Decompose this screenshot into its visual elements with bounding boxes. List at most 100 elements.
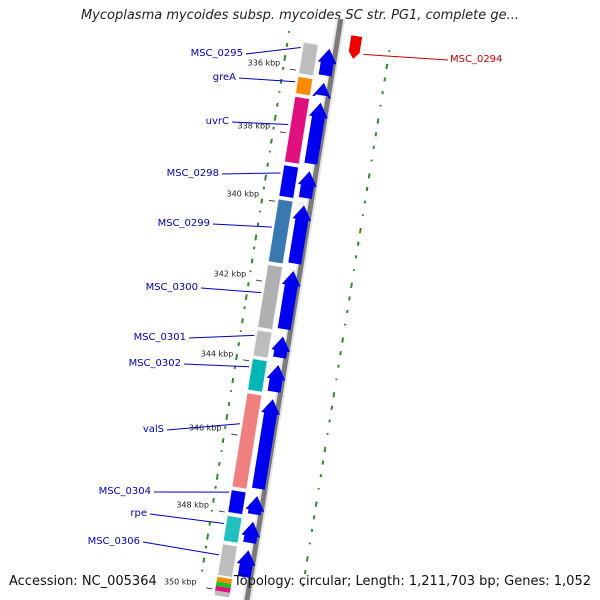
forward-gene-arrow[interactable] <box>266 365 286 393</box>
gc-content-dash <box>244 294 248 301</box>
gc-skew-dash <box>330 405 334 410</box>
tick-label: 338 kbp <box>238 121 271 130</box>
tick-label: 346 kbp <box>189 423 222 432</box>
gene-feature[interactable] <box>227 489 247 516</box>
gc-content-dash <box>247 282 250 287</box>
gene-feature[interactable] <box>215 585 231 593</box>
forward-gene-arrow[interactable] <box>288 205 312 265</box>
reverse-gene-arrow[interactable] <box>348 35 363 59</box>
gene-leader-line <box>142 541 219 556</box>
gc-content-dash <box>256 222 260 227</box>
gene-label[interactable]: greA <box>213 72 236 83</box>
gene-leader-line <box>221 172 281 175</box>
tick-mark <box>218 510 225 513</box>
gc-content-dash <box>264 174 268 181</box>
gc-skew-dash <box>365 186 369 192</box>
forward-gene-arrow[interactable] <box>312 82 331 99</box>
gc-skew-dash <box>321 460 325 465</box>
gc-skew-dash <box>376 118 380 124</box>
tick-label: 336 kbp <box>248 59 281 68</box>
tick-label: 340 kbp <box>227 190 260 199</box>
tick-mark <box>243 359 250 362</box>
tick-mark <box>268 199 275 202</box>
gene-feature[interactable] <box>222 514 243 544</box>
gene-label[interactable]: MSC_0294 <box>450 54 502 65</box>
gene-leader-line <box>149 513 224 524</box>
gc-skew-dash <box>350 282 353 289</box>
gene-feature[interactable] <box>283 95 311 165</box>
gene-feature[interactable] <box>252 329 273 359</box>
gene-label[interactable]: MSC_0300 <box>146 282 198 293</box>
gc-content-dash <box>208 521 211 526</box>
forward-gene-arrow[interactable] <box>317 48 337 77</box>
gene-feature[interactable] <box>294 75 314 97</box>
tick-mark <box>279 131 287 134</box>
gene-feature[interactable] <box>231 392 263 490</box>
gc-content-dash <box>283 54 287 61</box>
gene-feature[interactable] <box>278 164 300 200</box>
forward-gene-arrow[interactable] <box>277 271 301 331</box>
gene-leader-line <box>200 287 262 294</box>
tick-mark <box>231 433 238 436</box>
gene-leader-line <box>212 223 272 228</box>
tick-mark <box>206 587 213 590</box>
forward-gene-arrow[interactable] <box>252 399 280 490</box>
forward-gene-arrow[interactable] <box>236 550 256 579</box>
gene-label[interactable]: uvrC <box>206 116 229 127</box>
gc-skew-dash <box>383 77 387 82</box>
gc-skew-dash <box>303 569 307 575</box>
tick-label: 342 kbp <box>214 270 247 279</box>
gene-label[interactable]: MSC_0301 <box>134 332 186 343</box>
gene-feature[interactable] <box>246 357 268 393</box>
gc-skew-dash <box>323 446 327 453</box>
gene-feature[interactable] <box>298 41 319 77</box>
tick-mark <box>256 279 263 282</box>
gc-content-dash <box>241 318 244 324</box>
gc-skew-dash <box>314 501 318 507</box>
gene-feature[interactable] <box>214 590 230 598</box>
gc-content-dash <box>231 378 235 384</box>
tick-label: 344 kbp <box>201 349 234 358</box>
gene-label[interactable]: MSC_0295 <box>191 48 243 59</box>
gc-skew-dash <box>332 392 336 398</box>
forward-gene-arrow[interactable] <box>271 336 290 359</box>
gc-content-dash <box>285 42 289 47</box>
gc-content-dash <box>254 234 258 241</box>
gc-skew-dash <box>367 173 371 179</box>
gc-skew-dash <box>356 241 360 246</box>
gene-label[interactable]: rpe <box>130 508 147 519</box>
gene-label[interactable]: MSC_0298 <box>167 168 219 179</box>
gene-label[interactable]: MSC_0306 <box>88 536 140 547</box>
forward-gene-arrow[interactable] <box>241 521 261 544</box>
gc-content-dash <box>276 102 279 107</box>
gc-content-dash <box>215 473 219 480</box>
forward-gene-arrow[interactable] <box>298 171 317 199</box>
gene-feature[interactable] <box>267 198 294 265</box>
gc-skew-dash <box>374 132 378 137</box>
gc-content-dash <box>270 138 273 144</box>
genome-summary: Topology: circular; Length: 1,211,703 bp… <box>233 574 591 589</box>
gc-skew-dash <box>358 227 362 234</box>
gene-label[interactable]: MSC_0302 <box>129 358 181 369</box>
map-title: Mycoplasma mycoides subsp. mycoides SC s… <box>80 8 520 23</box>
forward-gene-arrow[interactable] <box>245 496 265 516</box>
gene-leader-line <box>363 53 449 61</box>
forward-gene-arrow[interactable] <box>304 102 328 165</box>
gc-content-dash <box>279 78 283 84</box>
gene-label[interactable]: MSC_0304 <box>99 486 151 497</box>
gc-content-dash <box>218 461 221 466</box>
gene-feature[interactable] <box>257 263 284 331</box>
gene-label[interactable]: valS <box>143 424 164 435</box>
gc-skew-dash <box>385 63 389 70</box>
gc-content-dash <box>221 437 225 443</box>
gene-feature[interactable] <box>216 576 233 584</box>
gene-feature[interactable] <box>217 543 239 579</box>
gene-leader-line <box>188 334 255 339</box>
gc-content-dash <box>266 162 269 167</box>
gc-content-dash <box>250 258 254 264</box>
gene-label[interactable]: MSC_0299 <box>158 218 210 229</box>
tick-mark <box>290 68 297 71</box>
gene-feature[interactable] <box>215 581 232 589</box>
gc-content-dash <box>235 354 239 361</box>
